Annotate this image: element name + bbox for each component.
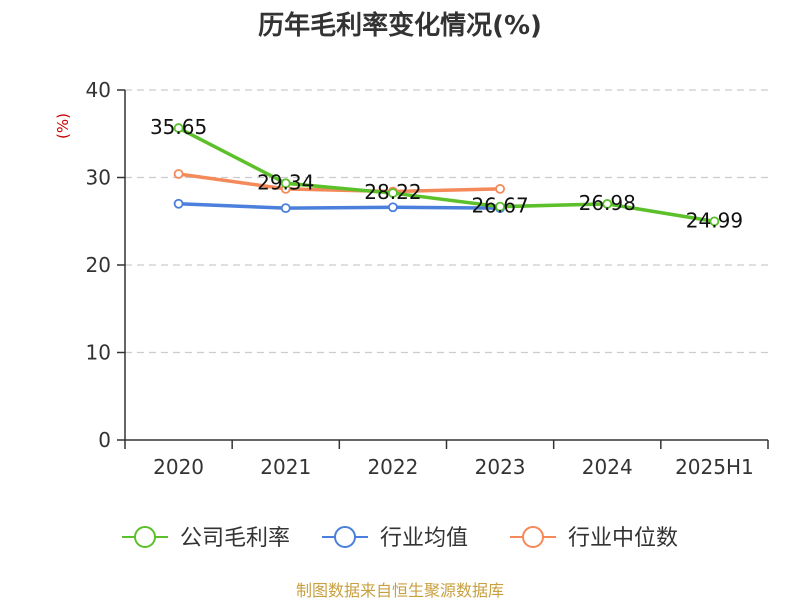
data-point	[173, 169, 184, 179]
y-tick-label: 40	[86, 78, 111, 102]
series-line	[176, 202, 502, 210]
data-point	[495, 183, 505, 194]
data-labels: 35.65 29.34 28.22 26.67 26.98 24.99	[150, 115, 743, 232]
data-label: 29.34	[257, 170, 314, 194]
y-tick-label: 10	[86, 341, 111, 365]
chart-title: 历年毛利率变化情况(%)	[258, 10, 542, 41]
axes	[117, 89, 769, 449]
data-label: 35.65	[150, 115, 207, 139]
source-note: 制图数据来自恒生聚源数据库	[296, 581, 504, 600]
data-label: 24.99	[686, 208, 743, 232]
x-tick-label: 2023	[475, 455, 526, 479]
legend-label: 行业中位数	[568, 526, 678, 551]
x-tick-label: 2020	[153, 455, 204, 479]
series-lines	[173, 123, 720, 227]
data-label: 26.67	[471, 194, 528, 218]
data-point	[388, 188, 398, 198]
data-point	[602, 199, 613, 209]
x-tick-label: 2021	[260, 455, 311, 479]
x-tick-label: 2022	[367, 455, 418, 479]
data-point	[280, 203, 291, 214]
legend-marker	[334, 526, 356, 548]
legend-marker	[522, 526, 544, 548]
data-point	[173, 198, 184, 209]
x-tick-label: 2024	[582, 455, 633, 479]
data-point	[280, 178, 291, 189]
grid-lines	[125, 89, 768, 354]
y-tick-label: 20	[86, 253, 111, 277]
data-label: 28.22	[364, 180, 421, 204]
data-point	[495, 201, 505, 212]
legend-label: 公司毛利率	[180, 526, 290, 551]
series-line	[176, 172, 502, 194]
y-axis-ticks: 0 10 20 30 40	[86, 78, 111, 452]
data-point	[709, 216, 720, 227]
y-tick-label: 30	[86, 166, 111, 190]
x-axis-ticks: 2020 2021 2022 2023 2024 2025H1	[153, 455, 754, 479]
series-line	[176, 126, 717, 224]
legend-marker	[134, 526, 156, 548]
y-tick-label: 0	[98, 428, 111, 452]
x-tick-label: 2025H1	[675, 455, 754, 479]
legend: 公司毛利率 行业均值 行业中位数	[122, 526, 678, 551]
y-axis-unit: (%)	[54, 113, 72, 139]
legend-label: 行业均值	[380, 526, 468, 551]
data-label: 26.98	[579, 191, 636, 215]
data-point	[388, 202, 398, 213]
data-point	[173, 123, 184, 133]
